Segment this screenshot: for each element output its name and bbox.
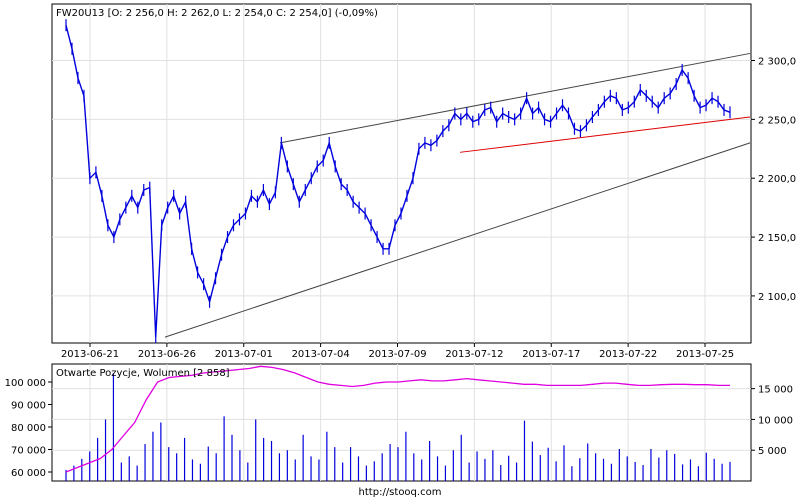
price-chart-frame xyxy=(51,3,752,344)
volume-y-ticks-right: 5 000 10 000 15 000 xyxy=(751,385,793,457)
price-x-tick-label: 2013-07-22 xyxy=(599,349,657,360)
source-url[interactable]: http://stooq.com xyxy=(359,487,442,498)
trendline-lower xyxy=(164,142,751,338)
price-x-tick-label: 2013-06-21 xyxy=(61,349,119,360)
price-x-ticks: 2013-06-21 2013-06-26 2013-07-01 2013-07-04… xyxy=(61,343,734,360)
trendline-upper xyxy=(279,52,751,144)
price-grid xyxy=(52,4,751,343)
price-trendlines xyxy=(164,52,751,338)
volume-y-tick-label: 15 000 xyxy=(758,385,793,396)
oi-y-tick-label: 90 000 xyxy=(11,401,46,412)
open-interest-line xyxy=(65,365,730,473)
price-line xyxy=(65,25,731,338)
oi-y-tick-label: 100 000 xyxy=(5,378,46,389)
price-y-tick-label: 2 100,0 xyxy=(758,292,796,303)
oi-y-tick-label: 60 000 xyxy=(11,468,46,479)
price-x-tick-label: 2013-07-17 xyxy=(522,349,580,360)
oi-y-tick-label: 80 000 xyxy=(11,423,46,434)
oi-path xyxy=(65,365,730,473)
price-x-tick-label: 2013-07-04 xyxy=(292,349,350,360)
oi-volume-chart-title: Otwarte Pozycje, Wolumen [2 858] xyxy=(56,368,230,379)
price-series xyxy=(65,19,731,344)
price-y-tick-label: 2 250,0 xyxy=(758,115,796,126)
price-y-tick-label: 2 150,0 xyxy=(758,233,796,244)
price-x-tick-label: 2013-07-12 xyxy=(445,349,503,360)
trendline-red xyxy=(459,116,751,153)
volume-y-tick-label: 5 000 xyxy=(758,446,787,457)
price-y-tick-label: 2 300,0 xyxy=(758,57,796,68)
volume-y-tick-label: 10 000 xyxy=(758,415,793,426)
price-y-ticks: 2 100,0 2 150,0 2 200,0 2 250,0 2 300,0 xyxy=(751,57,796,303)
price-x-tick-label: 2013-06-26 xyxy=(138,349,196,360)
oi-y-ticks-left: 60 000 70 000 80 000 90 000 100 000 xyxy=(5,378,52,479)
price-y-tick-label: 2 200,0 xyxy=(758,174,796,185)
price-chart-title: FW20U13 [O: 2 256,0 H: 2 262,0 L: 2 254,… xyxy=(56,8,378,19)
price-x-tick-label: 2013-07-25 xyxy=(676,349,734,360)
price-x-tick-label: 2013-07-01 xyxy=(215,349,273,360)
oi-y-tick-label: 70 000 xyxy=(11,446,46,457)
volume-bars xyxy=(65,373,731,481)
price-x-tick-label: 2013-07-09 xyxy=(368,349,426,360)
